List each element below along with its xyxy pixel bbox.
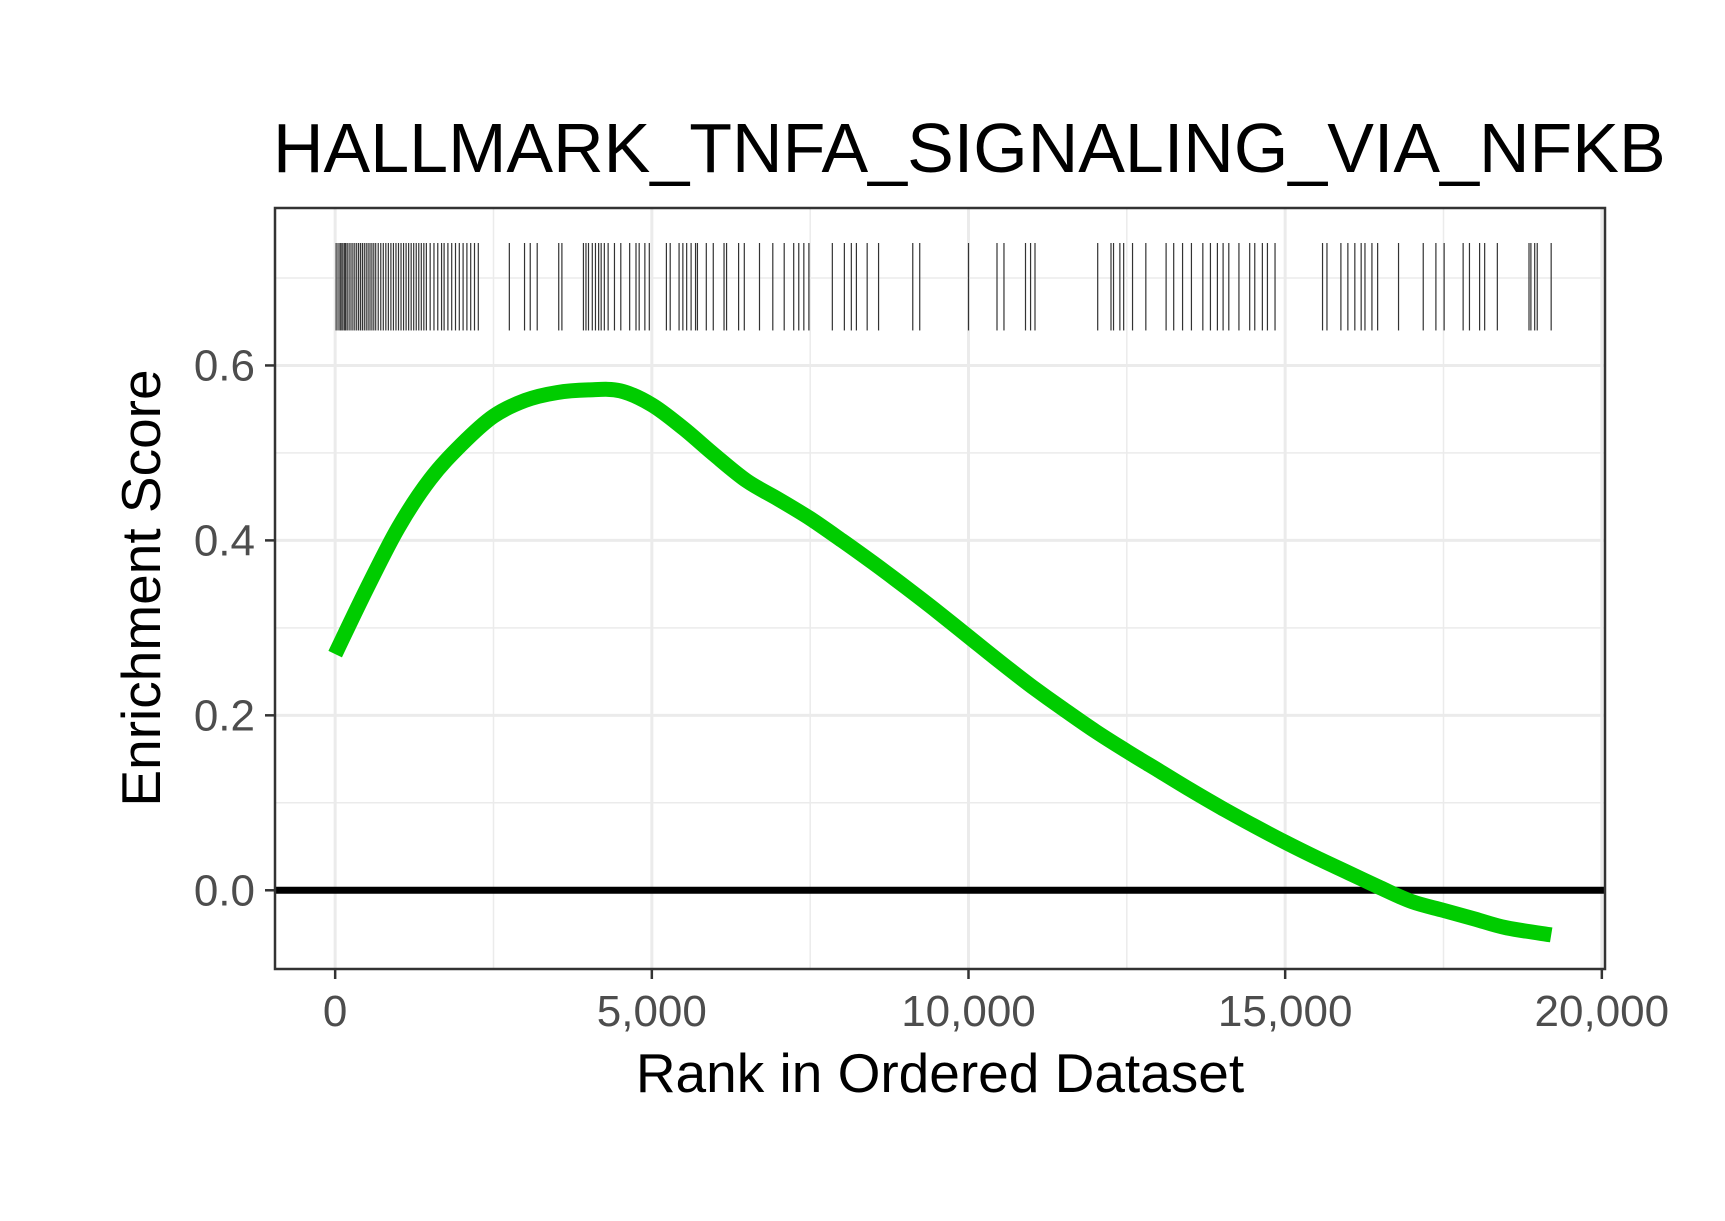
x-tick-label: 15,000 [1218, 987, 1353, 1036]
x-axis-label: Rank in Ordered Dataset [636, 1042, 1244, 1104]
y-axis-ticks: 0.0 0.2 0.4 0.6 [194, 341, 275, 915]
y-tick-label: 0.0 [194, 866, 255, 915]
enrichment-score-line [328, 381, 1553, 943]
panel-background [275, 208, 1605, 969]
y-axis-label: Enrichment Score [110, 369, 172, 806]
minor-gridlines [275, 208, 1605, 969]
x-tick-label: 0 [323, 987, 347, 1036]
chart-title: HALLMARK_TNFA_SIGNALING_VIA_NFKB [273, 109, 1666, 187]
gene-hit-ticks [335, 242, 1552, 331]
x-tick-label: 20,000 [1535, 987, 1670, 1036]
x-tick-label: 5,000 [597, 987, 707, 1036]
x-tick-label: 10,000 [901, 987, 1036, 1036]
y-tick-label: 0.6 [194, 341, 255, 390]
y-tick-label: 0.2 [194, 691, 255, 740]
panel-border [273, 206, 1607, 971]
x-axis-ticks: 0 5,000 10,000 15,000 20,000 [323, 969, 1669, 1036]
plot-panel [273, 206, 1607, 971]
y-tick-label: 0.4 [194, 516, 255, 565]
